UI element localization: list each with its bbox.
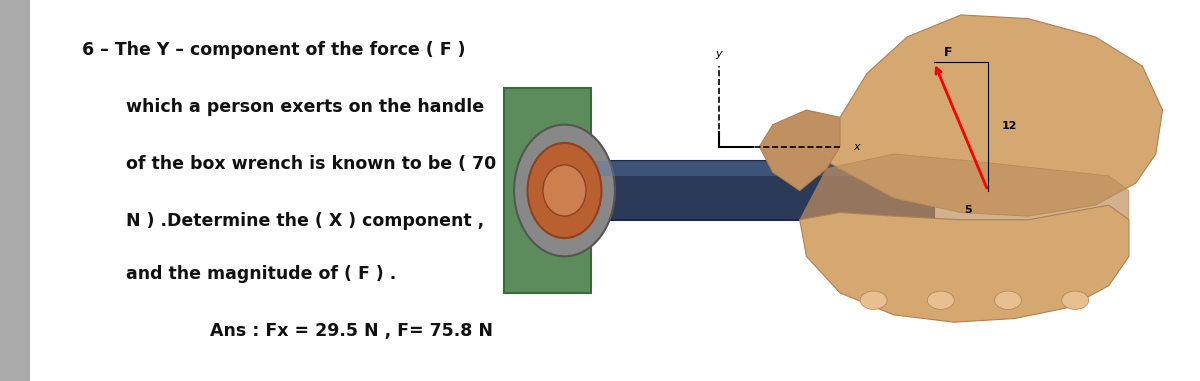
Text: Ans : Fx = 29.5 N , F= 75.8 N: Ans : Fx = 29.5 N , F= 75.8 N [210, 322, 493, 341]
Bar [584, 161, 934, 176]
Polygon shape [799, 205, 1129, 322]
Ellipse shape [928, 291, 954, 309]
Text: 12: 12 [1001, 122, 1016, 131]
Text: and the magnitude of ( F ) .: and the magnitude of ( F ) . [126, 265, 396, 283]
Text: y: y [715, 49, 722, 59]
Ellipse shape [860, 291, 887, 309]
Text: x: x [853, 142, 860, 152]
Ellipse shape [528, 143, 601, 238]
Ellipse shape [1062, 291, 1088, 309]
Text: of the box wrench is known to be ( 70: of the box wrench is known to be ( 70 [126, 155, 497, 173]
Polygon shape [827, 15, 1163, 216]
Text: 5: 5 [964, 205, 972, 215]
Ellipse shape [995, 291, 1021, 309]
Polygon shape [760, 110, 840, 190]
Ellipse shape [514, 125, 614, 256]
Ellipse shape [542, 165, 586, 216]
Text: N ) .Determine the ( X ) component ,: N ) .Determine the ( X ) component , [126, 212, 484, 230]
Text: F: F [944, 46, 953, 59]
Bar [504, 88, 592, 293]
Text: 6 – The Y – component of the force ( F ): 6 – The Y – component of the force ( F ) [82, 40, 466, 59]
Polygon shape [799, 154, 1129, 220]
Bar [584, 161, 934, 220]
Text: which a person exerts on the handle: which a person exerts on the handle [126, 98, 484, 116]
Bar [0, 0, 30, 381]
